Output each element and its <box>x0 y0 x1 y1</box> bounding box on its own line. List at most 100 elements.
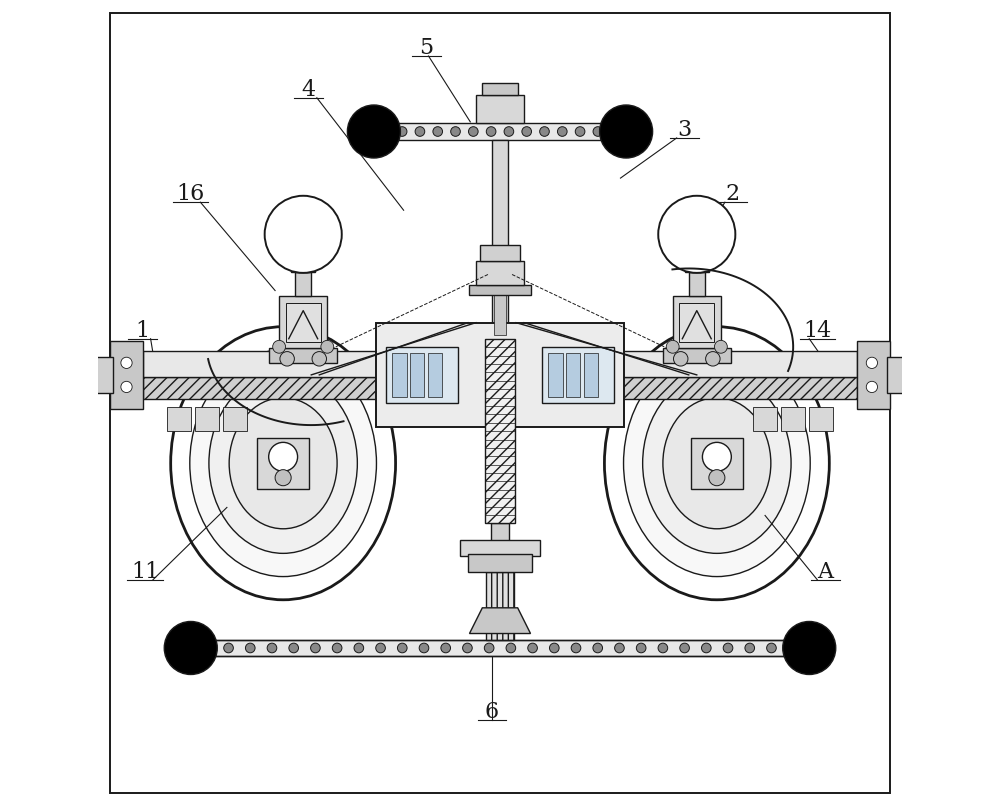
Bar <box>542 347 614 403</box>
Bar <box>469 285 531 294</box>
Text: 11: 11 <box>131 561 159 583</box>
Circle shape <box>615 643 624 653</box>
Bar <box>753 407 777 431</box>
Text: A: A <box>817 561 833 583</box>
Ellipse shape <box>643 373 791 554</box>
Bar <box>195 407 219 431</box>
Circle shape <box>463 643 472 653</box>
Circle shape <box>593 643 603 653</box>
Circle shape <box>397 127 407 136</box>
Circle shape <box>280 351 294 366</box>
Bar <box>410 353 424 397</box>
Ellipse shape <box>171 326 396 600</box>
Circle shape <box>354 643 364 653</box>
Bar <box>370 123 630 139</box>
Bar <box>809 407 833 431</box>
Bar <box>480 245 520 261</box>
Text: 14: 14 <box>803 320 831 342</box>
Ellipse shape <box>624 350 810 576</box>
Circle shape <box>347 105 400 158</box>
Bar <box>492 139 508 339</box>
Bar <box>566 353 580 397</box>
Circle shape <box>415 127 425 136</box>
Circle shape <box>311 643 320 653</box>
Ellipse shape <box>209 373 357 554</box>
Polygon shape <box>469 608 531 634</box>
Circle shape <box>702 442 731 472</box>
Circle shape <box>709 470 725 486</box>
Circle shape <box>121 381 132 393</box>
Bar <box>685 263 709 272</box>
Circle shape <box>164 621 217 675</box>
Circle shape <box>224 643 233 653</box>
Bar <box>486 571 514 640</box>
Circle shape <box>788 643 798 653</box>
Circle shape <box>121 357 132 368</box>
Circle shape <box>783 621 836 675</box>
Bar <box>673 296 721 348</box>
Circle shape <box>397 643 407 653</box>
Circle shape <box>575 127 585 136</box>
Bar <box>279 296 327 348</box>
Bar <box>291 263 315 272</box>
Bar <box>691 438 743 489</box>
Bar <box>257 438 309 489</box>
Circle shape <box>289 643 299 653</box>
Bar <box>476 95 524 123</box>
Circle shape <box>706 351 720 366</box>
Bar <box>781 407 805 431</box>
Circle shape <box>680 643 689 653</box>
Circle shape <box>540 127 549 136</box>
Circle shape <box>419 643 429 653</box>
Text: 16: 16 <box>177 183 205 206</box>
Circle shape <box>866 357 878 368</box>
Circle shape <box>506 643 516 653</box>
Text: 2: 2 <box>726 183 740 206</box>
Circle shape <box>273 340 286 353</box>
Circle shape <box>658 643 668 653</box>
Bar <box>428 353 442 397</box>
Circle shape <box>571 643 581 653</box>
Circle shape <box>451 127 460 136</box>
Bar <box>494 290 506 334</box>
Circle shape <box>504 127 514 136</box>
Ellipse shape <box>229 397 337 529</box>
Circle shape <box>269 442 298 472</box>
Circle shape <box>267 643 277 653</box>
Bar <box>468 554 532 571</box>
Circle shape <box>557 127 567 136</box>
Bar <box>392 353 407 397</box>
Bar <box>223 407 247 431</box>
Text: 4: 4 <box>302 79 316 101</box>
Circle shape <box>600 105 653 158</box>
Circle shape <box>484 643 494 653</box>
Circle shape <box>312 351 327 366</box>
Circle shape <box>673 351 688 366</box>
Bar <box>110 341 143 409</box>
Circle shape <box>866 381 878 393</box>
Circle shape <box>468 127 478 136</box>
Circle shape <box>332 643 342 653</box>
Text: 5: 5 <box>419 37 433 59</box>
Bar <box>482 83 518 95</box>
Circle shape <box>528 643 537 653</box>
Text: 6: 6 <box>485 701 499 723</box>
Circle shape <box>714 340 727 353</box>
Bar <box>286 303 321 342</box>
Bar <box>143 377 857 399</box>
Text: 3: 3 <box>678 119 692 141</box>
Circle shape <box>486 127 496 136</box>
Bar <box>491 523 509 580</box>
Bar <box>269 348 337 363</box>
Bar <box>887 357 918 393</box>
Text: 1: 1 <box>136 320 150 342</box>
Bar <box>376 322 624 427</box>
Bar <box>663 348 731 363</box>
Bar <box>167 407 191 431</box>
Bar <box>187 640 813 656</box>
Circle shape <box>275 470 291 486</box>
Circle shape <box>636 643 646 653</box>
Circle shape <box>658 196 735 273</box>
Bar <box>386 347 458 403</box>
Bar <box>143 351 857 377</box>
